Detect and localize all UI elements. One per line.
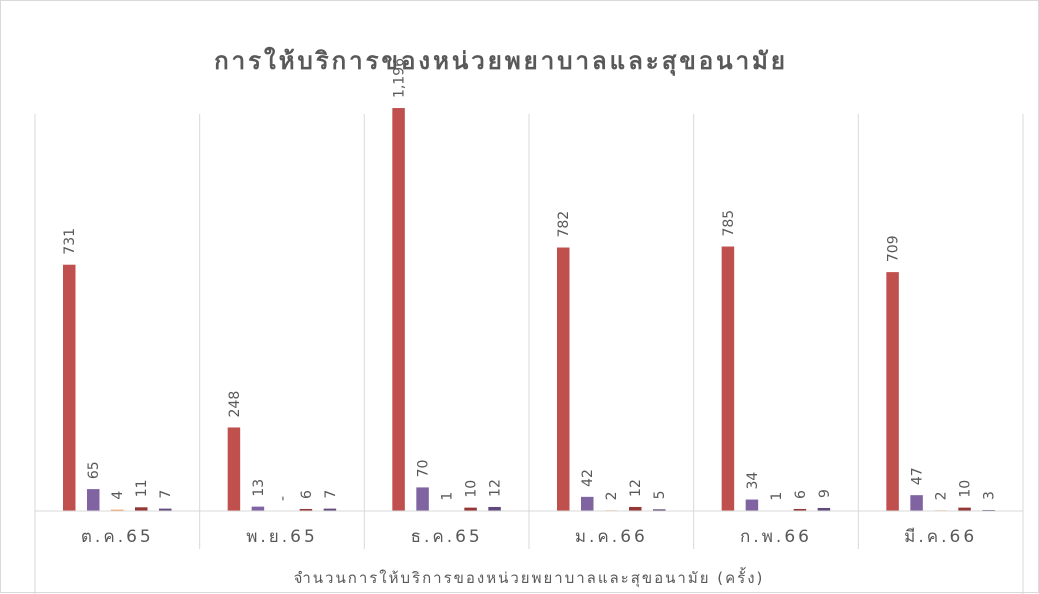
bar	[557, 248, 570, 511]
data-label: 6	[793, 490, 809, 499]
data-label: 3	[982, 491, 998, 500]
bar	[958, 508, 971, 511]
bar	[135, 507, 148, 511]
data-label: 4	[110, 491, 126, 500]
data-label: 785	[721, 210, 737, 237]
data-label: 2	[934, 491, 950, 500]
data-label: 11	[134, 479, 150, 497]
bar	[488, 507, 501, 511]
data-label: 2	[604, 491, 620, 500]
data-label: 731	[62, 228, 78, 255]
bar	[910, 495, 923, 511]
data-label: 709	[886, 235, 902, 262]
data-label: 47	[910, 467, 926, 485]
bar	[392, 108, 405, 511]
category-label: ม.ค.66	[575, 527, 648, 547]
data-label: 1	[440, 492, 456, 501]
category-label: พ.ย.65	[246, 527, 318, 547]
data-label: 7	[323, 490, 339, 499]
data-label: 5	[652, 490, 668, 499]
data-label: 10	[464, 480, 480, 498]
data-label: 10	[958, 480, 974, 498]
data-label: 6	[299, 490, 315, 499]
bar	[252, 507, 265, 511]
data-label: 12	[488, 479, 504, 497]
category-label: ต.ค.65	[81, 527, 154, 547]
category-label: ก.พ.66	[740, 527, 812, 547]
category-label: มี.ค.66	[904, 527, 977, 547]
bar	[722, 247, 735, 511]
chart-title: การให้บริการของหน่วยพยาบาลและสุขอนามัย	[214, 46, 788, 77]
data-label: 13	[251, 479, 267, 497]
data-label: 42	[580, 469, 596, 487]
data-label: 12	[628, 479, 644, 497]
data-label: 1,196	[392, 58, 408, 98]
bar	[464, 508, 477, 511]
x-axis-title: จำนวนการให้บริการของหน่วยพยาบาลและสุขอนา…	[294, 567, 765, 588]
bar	[63, 265, 76, 511]
data-label: 782	[556, 211, 572, 238]
data-label: 248	[227, 391, 243, 418]
data-label: 1	[769, 492, 785, 501]
bar	[87, 489, 100, 511]
data-label: 34	[745, 472, 761, 490]
bar	[629, 507, 642, 511]
bar	[746, 500, 759, 511]
bar	[581, 497, 594, 511]
data-label: -	[275, 496, 291, 501]
data-label: 7	[158, 490, 174, 499]
data-label: 70	[416, 460, 432, 478]
data-label: 9	[817, 489, 833, 498]
category-label: ธ.ค.65	[411, 527, 483, 547]
bar	[416, 487, 429, 511]
bar	[886, 272, 899, 511]
category-gridlines	[35, 114, 1023, 594]
bar	[228, 427, 241, 511]
data-label: 65	[86, 461, 102, 479]
